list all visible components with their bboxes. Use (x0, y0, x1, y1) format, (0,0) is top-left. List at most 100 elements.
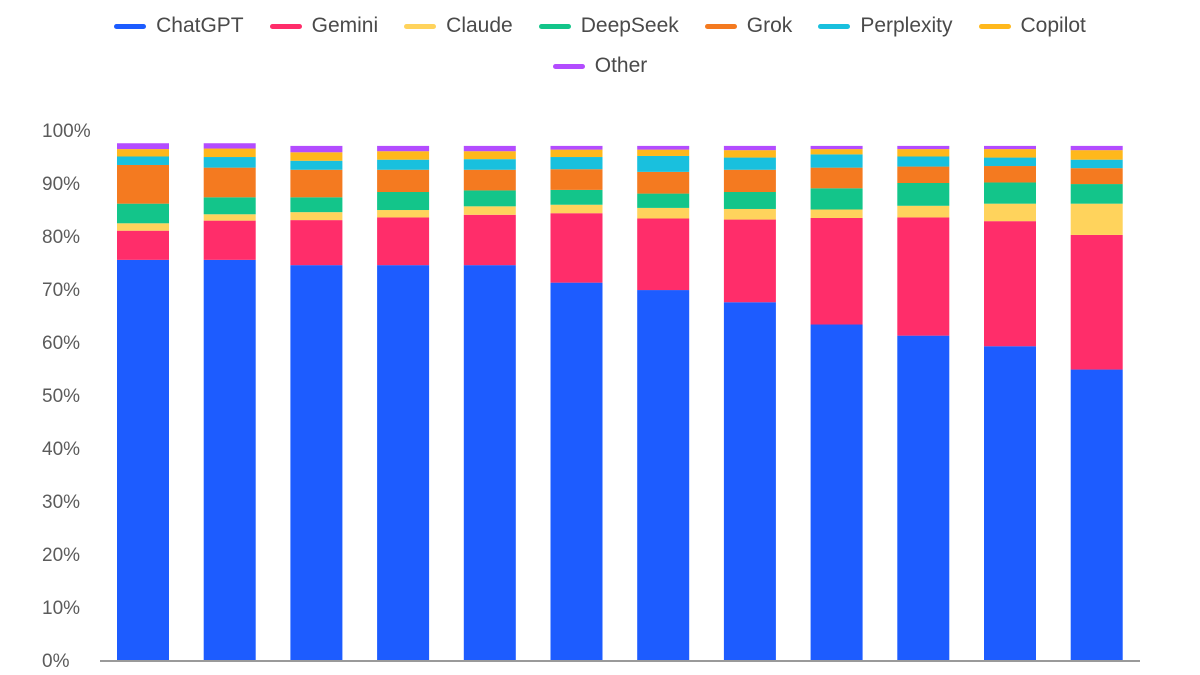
bar-segment-deepseek (550, 189, 603, 205)
legend-label: Gemini (311, 14, 379, 37)
bar-stack (984, 145, 1036, 660)
bar-segment-grok (290, 169, 343, 198)
bar-segment-gemini (550, 213, 603, 283)
bar-segment-grok (463, 169, 516, 191)
bar-segment-gemini (810, 217, 863, 325)
bar-segment-gemini (984, 221, 1036, 347)
bar-segment-copilot (550, 149, 603, 158)
bar-segment-deepseek (984, 182, 1036, 204)
bar-segment-perplexity (637, 155, 690, 172)
legend-item-deepseek: DeepSeek (538, 14, 679, 38)
bar-segment-deepseek (637, 193, 690, 208)
bar-stack (203, 143, 256, 660)
bar-stack (897, 145, 950, 660)
legend-row: Other (0, 54, 1200, 78)
bar-segment-chatgpt (897, 335, 950, 660)
bar-stack (1070, 145, 1123, 660)
legend-label: Perplexity (860, 14, 953, 37)
bar-segment-claude (810, 209, 863, 218)
legend-item-gemini: Gemini (269, 14, 379, 38)
bar-segment-grok (897, 166, 950, 183)
bar-segment-claude (723, 208, 776, 220)
bar-segment-claude (377, 210, 430, 218)
bar-segment-other (810, 145, 863, 150)
bar-segment-chatgpt (810, 324, 863, 660)
legend-item-copilot: Copilot (978, 14, 1086, 38)
bar-segment-perplexity (290, 160, 343, 170)
bar-segment-other (897, 145, 950, 150)
bar-segment-deepseek (1070, 184, 1123, 204)
bar-segment-perplexity (550, 157, 603, 170)
bar-segment-gemini (463, 214, 516, 266)
bar-segment-perplexity (897, 156, 950, 167)
legend-label: Grok (746, 14, 793, 37)
bar-segment-gemini (377, 217, 430, 266)
legend-label: DeepSeek (580, 14, 679, 37)
bar-segment-other (290, 145, 343, 153)
bar-segment-deepseek (810, 188, 863, 210)
bar-segment-claude (290, 212, 343, 221)
bar-segment-claude (117, 223, 169, 231)
bar-segment-other (117, 143, 169, 150)
bar-segment-claude (550, 204, 603, 214)
bar-segment-claude (637, 207, 690, 219)
y-tick-label: 40% (42, 439, 80, 460)
legend-item-chatgpt: ChatGPT (114, 14, 244, 38)
bar-stack (117, 143, 169, 660)
legend-swatch (552, 63, 585, 69)
bar-segment-grok (1070, 168, 1123, 185)
bar-segment-chatgpt (550, 282, 603, 660)
bar-segment-grok (377, 169, 430, 193)
bar-stack (810, 145, 863, 660)
legend-item-other: Other (552, 54, 647, 78)
bar-segment-perplexity (463, 159, 516, 170)
bar-segment-gemini (897, 217, 950, 336)
legend-swatch (269, 23, 302, 29)
bar-segment-chatgpt (723, 302, 776, 660)
bar-segment-claude (984, 203, 1036, 222)
bar-segment-copilot (897, 149, 950, 157)
bar-segment-claude (463, 206, 516, 215)
legend-swatch (704, 23, 737, 29)
legend-item-claude: Claude (404, 14, 513, 38)
bar-segment-grok (203, 167, 256, 198)
y-tick-label: 100% (42, 121, 91, 142)
bar-segment-deepseek (723, 192, 776, 209)
bar-segment-grok (723, 169, 776, 193)
bar-segment-perplexity (1070, 159, 1123, 169)
bar-segment-copilot (723, 150, 776, 158)
legend-item-perplexity: Perplexity (818, 14, 953, 38)
bar-segment-claude (1070, 203, 1123, 235)
bar-segment-other (1070, 145, 1123, 151)
bar-stack (637, 145, 690, 660)
bar-segment-other (723, 145, 776, 151)
bar-stack (550, 145, 603, 660)
y-tick-label: 70% (42, 280, 80, 301)
y-axis-ticks: 0% 10% 20% 30% 40% 50% 60% 70% 80% 90% 100% (42, 121, 91, 672)
bar-segment-perplexity (377, 159, 430, 170)
bar-segment-copilot (463, 151, 516, 160)
y-tick-label: 30% (42, 492, 80, 513)
bar-segment-chatgpt (1070, 369, 1123, 660)
bar-segment-perplexity (723, 157, 776, 170)
bar-segment-gemini (290, 220, 343, 266)
bar-segment-other (550, 145, 603, 150)
bar-segment-gemini (203, 220, 256, 260)
bar-segment-copilot (1070, 150, 1123, 160)
legend-swatch (818, 23, 851, 29)
bar-segment-copilot (117, 149, 169, 157)
bar-segment-deepseek (463, 190, 516, 207)
bar-segment-deepseek (117, 203, 169, 224)
bar-segment-gemini (723, 219, 776, 303)
y-tick-label: 10% (42, 598, 80, 619)
bar-segment-copilot (203, 148, 256, 158)
chart-legend: ChatGPT Gemini Claude DeepSeek Grok Perplexit… (0, 0, 1200, 100)
y-tick-label: 0% (42, 651, 70, 672)
bar-segment-grok (117, 164, 169, 204)
bar-segment-grok (637, 171, 690, 194)
legend-label: ChatGPT (156, 14, 244, 37)
bar-segment-other (377, 145, 430, 152)
bar-segment-perplexity (203, 157, 256, 168)
bar-segment-claude (897, 205, 950, 218)
